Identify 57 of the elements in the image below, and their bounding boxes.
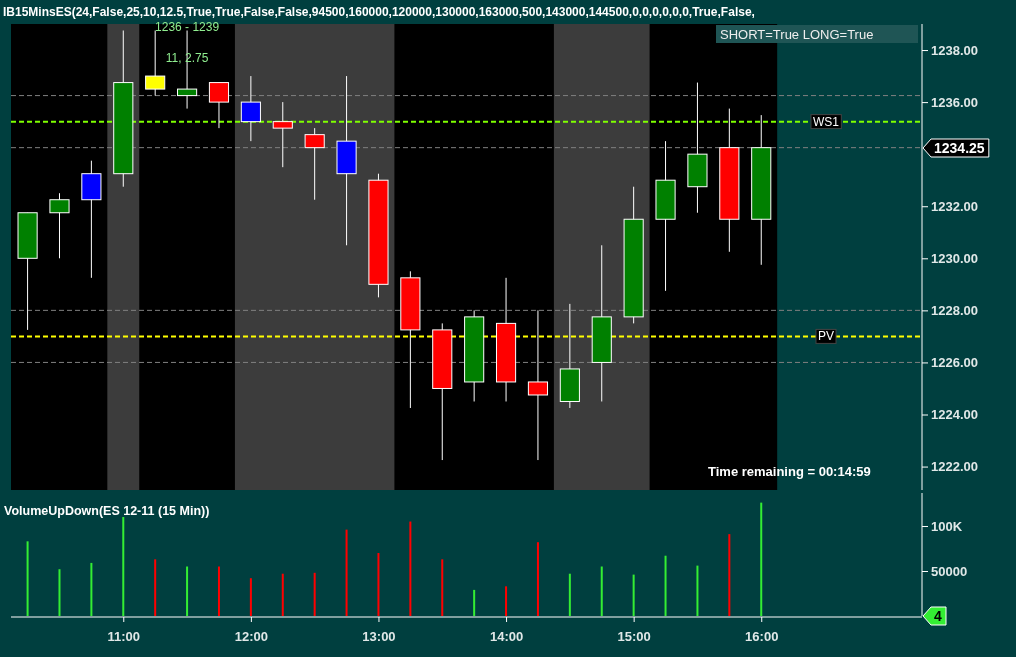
candlestick: [49, 192, 70, 259]
annotation: SHORT=True LONG=True: [720, 27, 874, 42]
x-tick-label: 13:00: [362, 628, 396, 644]
bar: [90, 562, 93, 616]
ref-line-label: PV: [817, 329, 835, 344]
bar: [377, 553, 380, 616]
bar: [632, 574, 635, 616]
bar: [26, 541, 29, 616]
bar: [345, 529, 348, 616]
x-tick-label: 16:00: [745, 628, 779, 644]
bar: [696, 565, 699, 616]
y-tick-label: 1238.00: [931, 42, 978, 58]
text: 1234.25: [934, 140, 985, 156]
y-tick-label: 100K: [931, 518, 963, 534]
bar: [58, 569, 61, 616]
annotation: Time remaining = 00:14:59: [708, 464, 871, 479]
bar: [217, 566, 220, 616]
status-box: SHORT=True LONG=True: [716, 25, 918, 43]
y-tick-label: 1228.00: [931, 303, 978, 319]
bar: [664, 555, 667, 616]
candlestick: [208, 82, 230, 129]
x-tick-label: 15:00: [617, 628, 651, 644]
bar: [281, 573, 284, 616]
y-tick-label: 1230.00: [931, 250, 978, 266]
candlestick: [240, 75, 261, 142]
chart-title: IB15MinsES(24,False,25,10,12.5,True,True,False,False,94500,160000,120000,130000,163000,500,143000,144500,0,0,0,0,0,0,True,False,: [3, 5, 755, 19]
bar: [728, 534, 731, 616]
y-tick-label: 1224.00: [931, 407, 978, 423]
bar: [536, 542, 539, 616]
candlestick: [304, 127, 325, 201]
bar: [154, 559, 157, 616]
y-tick-label: 1222.00: [931, 459, 978, 475]
bar: [313, 572, 316, 616]
bar: [122, 517, 125, 616]
candlestick: [527, 309, 549, 461]
bar: [473, 589, 476, 616]
x-tick-label: 12:00: [234, 628, 268, 644]
bar: [568, 573, 571, 616]
candlestick: [272, 101, 293, 168]
text: 4: [934, 608, 942, 624]
bar: [441, 559, 444, 616]
y-tick-label: 1232.00: [931, 198, 978, 214]
candlestick: [145, 30, 166, 97]
bar: [600, 566, 603, 616]
bar: [505, 586, 508, 616]
ref-line-label: WS1: [812, 114, 840, 129]
annotation: 1236 - 1239: [155, 19, 220, 34]
y-tick-label: 1236.00: [931, 94, 978, 110]
y-tick-label: 1226.00: [931, 355, 978, 371]
bar: [409, 521, 412, 616]
text: VolumeUpDown(ES 12-11 (15 Min)): [4, 504, 210, 518]
bar: [249, 578, 252, 616]
bar: [186, 566, 189, 616]
bar: [760, 502, 763, 616]
x-tick-label: 11:00: [107, 628, 141, 644]
y-tick-label: 50000: [931, 563, 968, 579]
x-tick-label: 14:00: [489, 628, 524, 644]
